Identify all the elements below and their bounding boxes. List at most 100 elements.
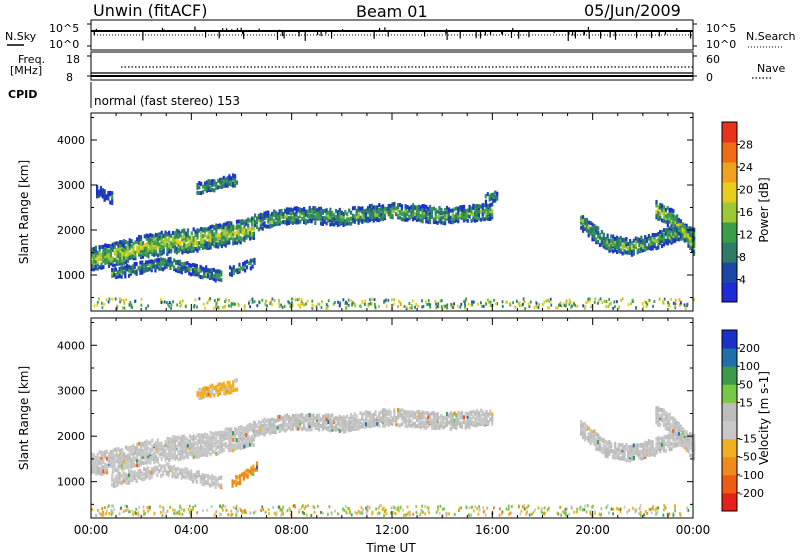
- velocity-cell: [172, 453, 174, 457]
- power-cell: [348, 222, 350, 226]
- power-cell: [208, 227, 210, 231]
- velocity-cell: [288, 415, 290, 419]
- power-near-cell: [477, 303, 479, 306]
- velocity-near-cell: [412, 513, 414, 516]
- velocity-near-cell: [367, 509, 369, 512]
- velocity-cell: [147, 446, 149, 450]
- power-cell: [113, 268, 115, 272]
- power-cell: [187, 247, 189, 251]
- velocity-cell: [163, 449, 165, 453]
- power-near-cell: [234, 303, 236, 306]
- power-cell: [107, 191, 109, 195]
- power-near-cell: [249, 300, 251, 303]
- velocity-cell: [106, 464, 108, 468]
- velocity-cell: [301, 420, 303, 424]
- power-near-cell: [298, 304, 300, 307]
- power-cell: [620, 236, 622, 240]
- power-near-cell: [630, 302, 632, 305]
- power-cell: [132, 246, 134, 250]
- power-cell: [114, 258, 116, 262]
- velocity-cell: [358, 419, 360, 423]
- power-near-cell: [279, 305, 281, 308]
- power-cell: [327, 211, 329, 215]
- power-cell: [631, 241, 633, 245]
- velocity-cell: [674, 425, 676, 429]
- power-cell: [427, 217, 429, 221]
- power-cell: [489, 203, 491, 207]
- power-cell: [496, 192, 498, 196]
- power-cell: [676, 214, 678, 218]
- power-cell: [320, 211, 322, 215]
- power-cell: [216, 269, 218, 273]
- velocity-cell: [147, 471, 149, 475]
- power-cell: [595, 226, 597, 230]
- velocity-near-cell: [265, 511, 267, 514]
- power-near-cell: [386, 305, 388, 308]
- velocity-cell: [399, 424, 401, 428]
- velocity-cell: [672, 432, 674, 436]
- power-cell: [408, 206, 410, 210]
- power-cell: [168, 263, 170, 267]
- power-cell: [213, 225, 215, 229]
- power-near-cell: [94, 304, 96, 307]
- power-cell: [207, 268, 209, 272]
- velocity-near-cell: [383, 514, 385, 517]
- velocity-near-cell: [310, 514, 312, 517]
- power-near-cell: [538, 306, 540, 309]
- velocity-cell: [168, 458, 170, 462]
- velocity-near-cell: [245, 511, 247, 514]
- velocity-cell: [689, 453, 691, 457]
- power-near-cell: [231, 302, 233, 305]
- power-cell: [659, 241, 661, 245]
- power-cell: [297, 216, 299, 220]
- velocity-cell: [170, 448, 172, 452]
- power-cell: [414, 205, 416, 209]
- power-cell: [242, 228, 244, 232]
- velocity-near-cell: [235, 514, 237, 517]
- power-cell: [240, 236, 242, 240]
- velocity-cell: [142, 442, 144, 446]
- power-cell: [119, 274, 121, 278]
- velocity-cell: [211, 442, 213, 446]
- velocity-cell: [193, 455, 195, 459]
- power-near-cell: [334, 301, 336, 304]
- power-cell: [374, 213, 376, 217]
- power-cell: [305, 219, 307, 223]
- velocity-cell: [210, 436, 212, 440]
- velocity-cell: [129, 453, 131, 457]
- power-cell: [240, 266, 242, 270]
- velocity-cell: [127, 466, 129, 470]
- power-cell: [435, 220, 437, 224]
- velocity-near-cell: [563, 511, 565, 514]
- power-cell: [157, 254, 159, 258]
- power-near-cell: [652, 305, 654, 308]
- velocity-near-cell: [331, 513, 333, 516]
- power-near-cell: [400, 303, 402, 306]
- power-near-cell: [490, 304, 492, 307]
- power-cell: [143, 263, 145, 267]
- velocity-cell: [625, 447, 627, 451]
- velocity-cell: [137, 469, 139, 473]
- velocity-cell: [240, 432, 242, 436]
- power-cell: [491, 202, 493, 206]
- velocity-near-cell: [347, 507, 349, 510]
- velocity-cell: [106, 450, 108, 454]
- power-near-cell: [259, 301, 261, 304]
- velocity-cell: [369, 419, 371, 423]
- power-near-cell: [675, 299, 677, 302]
- power-near-cell: [288, 302, 290, 305]
- power-cell: [487, 217, 489, 221]
- velocity-cell: [93, 468, 95, 472]
- power-cell: [142, 241, 144, 245]
- power-near-cell: [480, 301, 482, 304]
- velocity-near-cell: [424, 512, 426, 515]
- power-cell: [374, 206, 376, 210]
- power-near-cell: [536, 305, 538, 308]
- velocity-cell: [631, 449, 633, 453]
- power-near-cell: [351, 303, 353, 306]
- velocity-cell: [341, 416, 343, 420]
- velocity-cell: [267, 427, 269, 431]
- velocity-near-cell: [132, 510, 134, 513]
- power-near-cell: [493, 299, 495, 302]
- velocity-near-cell: [520, 513, 522, 516]
